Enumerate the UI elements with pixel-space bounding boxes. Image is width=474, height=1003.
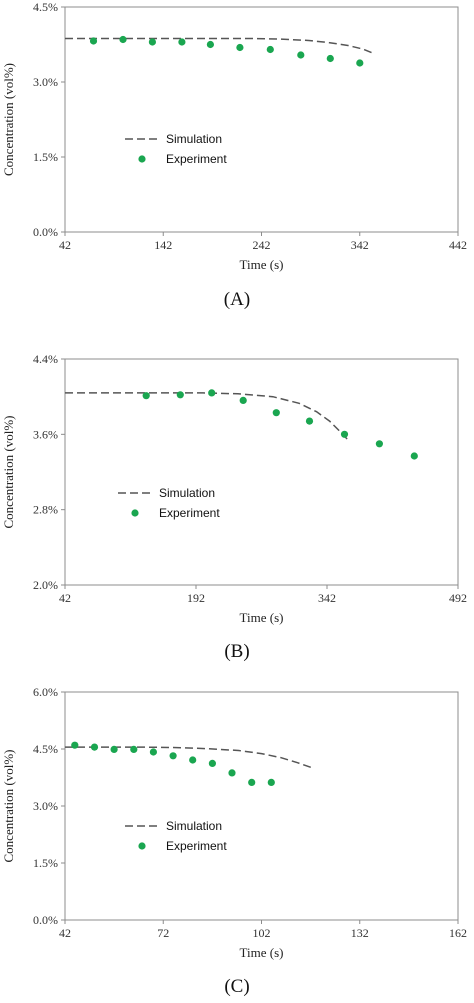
data-point-experiment [208,389,216,397]
data-point-experiment [169,752,177,760]
legend-entry: Experiment [166,152,227,166]
data-point-experiment [228,769,236,777]
series-line-simulation [65,37,373,54]
data-point-experiment [340,430,349,438]
legend-entry: Experiment [159,506,220,520]
y-axis-title: Concentration (vol%) [1,750,16,863]
y-tick-label: 2.8% [33,503,58,517]
y-tick-label: 6.0% [33,685,58,699]
data-point-experiment [208,759,216,768]
x-tick-label: 102 [253,926,271,940]
x-tick-label: 242 [253,238,271,252]
data-point-experiment [248,778,256,787]
y-tick-label: 3.0% [33,799,58,813]
data-point-experiment [178,38,186,46]
plot-frame [64,691,459,921]
data-point-experiment [267,778,275,787]
data-point-experiment [297,51,305,59]
panel-label: (B) [224,641,249,662]
x-tick-label: 342 [318,591,336,605]
series-line-simulation [65,746,315,770]
legend-entry: Simulation [159,486,215,500]
legend: Simulation Experiment [118,486,220,520]
y-tick-label: 4.5% [33,742,58,756]
data-point-experiment [375,440,383,448]
y-tick-label: 0.0% [33,225,58,239]
x-tick-label: 442 [449,238,467,252]
legend-swatch-marker [138,155,146,163]
x-axis-title: Time (s) [240,945,284,960]
data-point-experiment [266,45,274,54]
y-tick-label: 4.5% [33,0,58,14]
data-point-experiment [110,745,118,754]
y-tick-label: 2.0% [33,578,58,592]
data-point-experiment [89,37,98,45]
x-tick-label: 192 [187,591,205,605]
data-point-experiment [189,756,197,764]
panel-label: (A) [224,289,250,310]
data-point-experiment [148,38,156,46]
x-tick-label: 42 [59,238,71,252]
y-axis-title: Concentration (vol%) [1,63,16,176]
data-point-experiment [272,409,280,417]
y-tick-label: 3.6% [33,427,58,441]
plot-frame [64,358,459,586]
chart-panel-2: 0.0% 1.5% 3.0% 4.5% 6.0% 42 72 102 132 162 Time (s… [1,685,467,997]
x-tick-label: 162 [449,926,467,940]
legend: Simulation Experiment [125,132,227,166]
data-point-experiment [149,748,157,756]
legend: Simulation Experiment [125,819,227,853]
data-point-experiment [130,745,138,754]
series-line-simulation [65,392,348,440]
panel-label: (C) [224,976,249,997]
data-point-experiment [356,59,364,67]
data-point-experiment [326,54,334,63]
y-tick-label: 1.5% [33,856,58,870]
data-point-experiment [410,452,418,460]
y-tick-label: 0.0% [33,913,58,927]
data-point-experiment [119,35,127,44]
x-tick-label: 142 [154,238,172,252]
x-tick-label: 42 [59,591,71,605]
y-axis-title: Concentration (vol%) [1,416,16,529]
legend-entry: Simulation [166,819,222,833]
x-tick-label: 492 [449,591,467,605]
legend-entry: Simulation [166,132,222,146]
data-point-experiment [176,391,184,399]
legend-entry: Experiment [166,839,227,853]
chart-panel-0: 0.0% 1.5% 3.0% 4.5% 42 142 242 342 442 Time (s) Co… [1,0,467,310]
data-point-experiment [305,417,314,425]
chart-panel-1: 2.0% 2.8% 3.6% 4.4% 42 192 342 492 Time (s) Conce… [1,352,467,662]
data-point-experiment [142,392,150,400]
y-tick-label: 4.4% [33,352,58,366]
data-point-experiment [90,743,99,751]
x-axis-title: Time (s) [240,257,284,272]
legend-swatch-marker [138,842,146,850]
data-point-experiment [236,43,244,52]
x-tick-label: 342 [351,238,369,252]
x-tick-label: 42 [59,926,71,940]
data-point-experiment [239,396,247,404]
data-point-experiment [206,40,214,49]
y-tick-label: 3.0% [33,75,58,89]
x-tick-label: 132 [351,926,369,940]
y-tick-label: 1.5% [33,150,58,164]
x-tick-label: 72 [157,926,169,940]
x-axis-title: Time (s) [240,610,284,625]
legend-swatch-marker [131,509,139,517]
data-point-experiment [71,741,79,749]
